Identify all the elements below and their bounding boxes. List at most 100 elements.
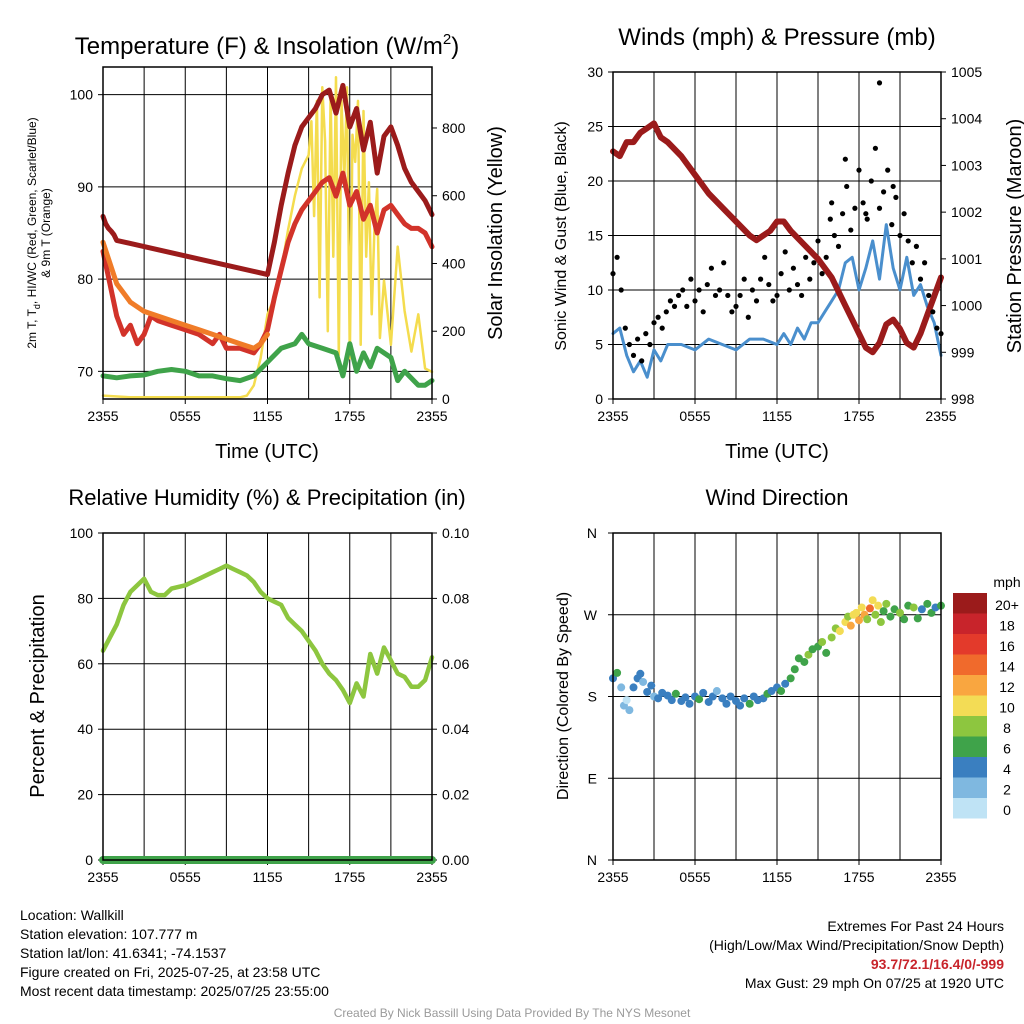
gust-point [901,211,907,217]
y2-tick-label: 0 [442,391,450,407]
station-location: Location: Wallkill [20,907,124,923]
gust-point [922,260,928,266]
y-tick-label: 5 [595,337,603,353]
y-tick-label: 0 [85,852,93,868]
direction-point [708,692,717,701]
direction-point [740,694,749,703]
gust-point [708,265,715,271]
direction-point [886,612,895,621]
y2-tick-label: 0.06 [442,656,469,672]
colorbar-label: 18 [999,618,1015,634]
gust-point [782,249,788,255]
x-tick-label: 2355 [597,869,628,885]
colorbar-cell [953,695,987,716]
direction-point [695,695,704,704]
direction-point [625,706,634,715]
y2-tick-label: 1001 [951,251,982,267]
gust-point [848,227,854,233]
direction-point [777,687,786,696]
y-tick-label: N [587,852,597,868]
extremes-heading: Extremes For Past 24 Hours [827,918,1004,934]
y-tick-label: 20 [587,173,603,189]
y-tick-label: 90 [77,179,93,195]
colorbar-label: 10 [999,700,1015,716]
gust-point [618,287,624,293]
extremes-info: Extremes For Past 24 Hours (High/Low/Max… [709,917,1004,993]
gust-point [622,325,628,331]
direction-point [654,694,663,703]
gust-point [696,287,702,293]
direction-point [726,692,735,701]
y-axis-label: 2m T, Td, HI/WC (Red, Green, Scarlet/Blu… [25,117,42,348]
direction-point [636,669,645,678]
x-tick-label: 1755 [334,408,365,424]
direction-point [874,601,883,610]
station-elevation: Station elevation: 107.777 m [20,926,198,942]
gust-point [876,205,883,211]
colorbar-cell [953,736,987,757]
plot-border [102,532,433,861]
x-tick-label: 2355 [416,869,447,885]
gust-point [684,303,690,309]
direction-point [800,657,809,666]
y-tick-label: 30 [587,64,603,80]
chart-title-end: ) [451,33,459,60]
direction-point [846,621,855,630]
x-tick-label: 2355 [925,408,956,424]
gust-point [614,254,620,260]
gust-point [890,183,896,190]
gust-point [811,260,817,266]
direction-point [622,696,631,705]
y2-tick-label: 400 [442,255,466,271]
y2-tick-label: 1003 [951,157,982,173]
plot-border [612,532,942,861]
direction-point [871,610,880,619]
gust-point [659,325,665,331]
y2-tick-label: 0.02 [442,787,469,803]
y2-tick-label: 0.08 [442,590,469,606]
gust-point [655,314,661,320]
series-pressure [610,120,944,356]
gust-point [905,238,911,244]
y-tick-label: W [584,607,598,623]
gust-point [868,178,874,184]
colorbar-cell [953,675,987,696]
gust-point [745,314,751,320]
y-tick-label: 0 [595,391,603,407]
x-tick-label: 1755 [334,869,365,885]
direction-point [781,679,790,688]
series-9m-temperature [100,239,270,351]
y-tick-label: 100 [70,525,94,541]
gust-point [917,276,924,282]
gust-point [786,287,792,293]
x-tick-label: 1755 [843,869,874,885]
gust-point [790,265,797,271]
colorbar-label: 0 [1003,802,1011,818]
gust-point [774,292,780,299]
y-axis-label-part: 2m T, T [25,308,39,348]
gust-point [842,156,848,162]
gust-point [930,309,936,315]
direction-point [712,687,721,696]
extremes-values: 93.7/72.1/16.4/0/-999 [870,956,1004,972]
y-axis-label: Sonic Wind & Gust (Blue, Black) [553,121,570,350]
x-tick-label: 0555 [170,869,201,885]
station-info: Location: Wallkill Station elevation: 10… [20,906,329,1001]
recent-timestamp: Most recent data timestamp: 2025/07/25 2… [20,983,329,999]
gust-point [721,260,727,266]
y-tick-label: 80 [77,271,93,287]
direction-point [685,699,694,708]
direction-point [736,701,745,710]
direction-point [647,681,656,690]
y-tick-label: 15 [587,228,603,244]
colorbar-label: 12 [999,679,1015,695]
chart-title-main: Temperature (F) & Insolation (W/m [75,33,443,60]
direction-point [923,599,932,608]
x-tick-label: 0555 [679,408,710,424]
gust-point [881,189,887,195]
panel-1: 2355 0555 1155 1755 2355 70 80 90 100 0 200 400 600 8… [25,31,507,463]
gust-point [712,292,719,299]
chart-title: Relative Humidity (%) & Precipitation (i… [68,485,465,510]
y2-tick-label: 1000 [951,298,982,314]
direction-point [909,603,918,612]
